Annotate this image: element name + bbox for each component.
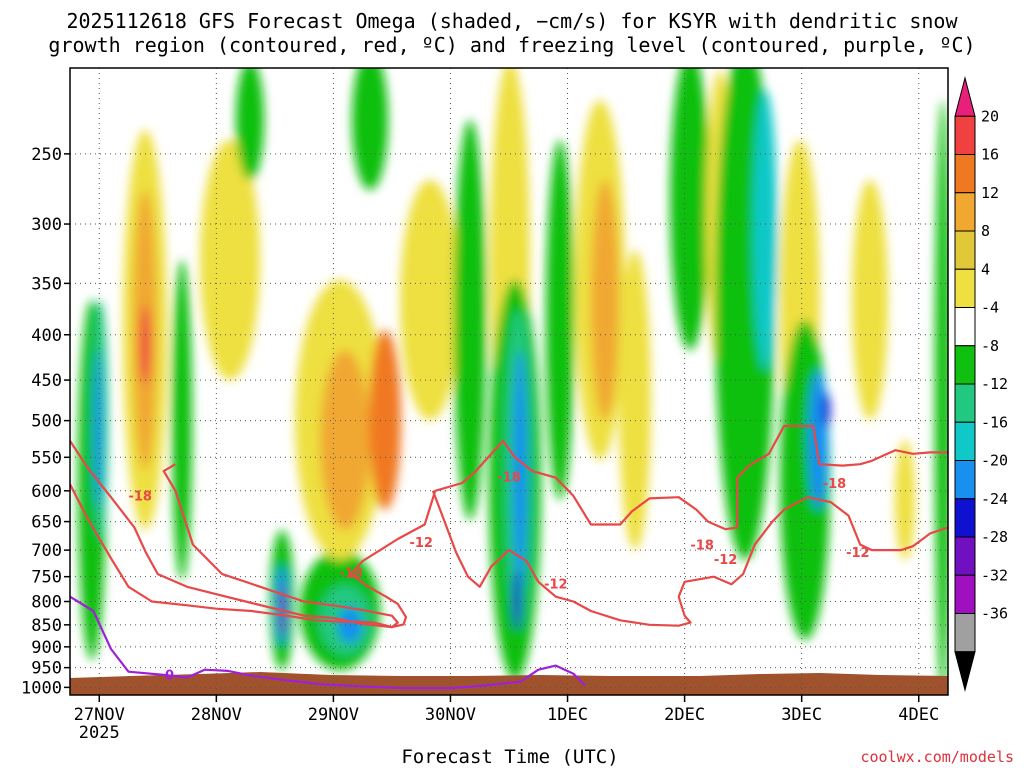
contour-dgz_-12_upper	[70, 424, 948, 629]
colorbar-tick-label: -24	[981, 490, 1008, 508]
colorbar-box	[954, 154, 976, 194]
colorbar-tick-label: -4	[981, 299, 999, 317]
colorbar-tick-label: 16	[981, 146, 999, 164]
colorbar-tick-label: -12	[981, 375, 1008, 393]
contour-label: -12	[846, 546, 870, 561]
colorbar-tick-label: 8	[981, 222, 990, 240]
y-tick-label: 350	[31, 274, 62, 294]
colorbar-box	[954, 115, 976, 155]
y-tick-label: 400	[31, 326, 62, 346]
chart-title-line2: growth region (contoured, red, ºC) and f…	[48, 33, 975, 57]
credit-text: coolwx.com/models	[860, 748, 1014, 766]
x-tick-label: 27NOV	[74, 705, 125, 725]
colorbar-box	[954, 574, 976, 614]
chart-title-line1: 2025112618 GFS Forecast Omega (shaded, −…	[66, 9, 958, 33]
x-tick-label: 30NOV	[425, 705, 476, 725]
x-year-label: 2025	[79, 723, 120, 743]
colorbar-tick-label: 20	[981, 107, 999, 125]
x-tick-label: 28NOV	[191, 705, 242, 725]
y-tick-label: 250	[31, 145, 62, 165]
colorbar-tick-label: 12	[981, 184, 999, 202]
y-axis: 2503003504004505005506006507007508008509…	[21, 145, 70, 698]
contour-dgz_-18_lower	[70, 463, 399, 629]
colorbar-tick-label: -16	[981, 413, 1008, 431]
colorbar-box	[954, 613, 976, 653]
colorbar-box	[954, 536, 976, 576]
y-tick-label: 600	[31, 482, 62, 502]
x-tick-label: 4DEC	[898, 705, 939, 725]
y-tick-label: 300	[31, 215, 62, 235]
colorbar-tick-label: -8	[981, 337, 999, 355]
y-tick-label: 800	[31, 593, 62, 613]
x-tick-label: 3DEC	[781, 705, 822, 725]
y-tick-label: 650	[31, 513, 62, 533]
colorbar-box	[954, 345, 976, 385]
y-tick-label: 850	[31, 616, 62, 636]
contour-label: -18	[339, 567, 363, 582]
contour-label: -18	[497, 470, 521, 485]
contour-label: -12	[714, 553, 738, 568]
y-tick-label: 900	[31, 638, 62, 658]
colorbar-box	[954, 421, 976, 461]
contour-label: -18	[690, 539, 714, 554]
colorbar-box	[954, 268, 976, 308]
plot-frame	[69, 67, 949, 696]
colorbar-box	[954, 192, 976, 232]
colorbar-box	[954, 307, 976, 347]
contour-label: 0	[165, 668, 174, 683]
x-axis-label: Forecast Time (UTC)	[401, 746, 618, 768]
colorbar-tick-label: -36	[981, 605, 1008, 623]
colorbar-bottom-arrow	[954, 651, 976, 692]
x-axis: 27NOV 28NOV 29NOV 30NOV 1DEC 2DEC 3DEC 4DEC	[74, 695, 939, 725]
colorbar-top-arrow	[954, 76, 976, 117]
colorbar-box	[954, 460, 976, 500]
y-tick-label: 1000	[21, 678, 62, 698]
colorbar-tick-label: -28	[981, 528, 1008, 546]
y-tick-label: 500	[31, 412, 62, 432]
y-tick-label: 950	[31, 659, 62, 679]
colorbar-tick-label: -20	[981, 452, 1008, 470]
omega-shading: -18-18-12-18-12-18-12-18-120	[70, 68, 948, 695]
x-tick-label: 29NOV	[308, 705, 359, 725]
colorbar-tick-label: -32	[981, 566, 1008, 584]
contour-label: -12	[409, 536, 433, 551]
colorbar-box	[954, 230, 976, 270]
y-tick-label: 750	[31, 568, 62, 588]
contour-freezing_0C	[70, 595, 586, 690]
colorbar-tick-label: 4	[981, 260, 990, 278]
contour-dgz_mid	[431, 490, 948, 627]
y-tick-label: 450	[31, 371, 62, 391]
contour-label: -18	[823, 477, 847, 492]
contour-label: -12	[544, 577, 568, 592]
y-tick-label: 700	[31, 541, 62, 561]
contour-label-layer: -18-18-12-18-12-18-12-18-120	[128, 470, 870, 683]
contour-label: -18	[128, 489, 152, 504]
colorbar-box	[954, 383, 976, 423]
y-tick-label: 550	[31, 448, 62, 468]
x-tick-label: 1DEC	[547, 705, 588, 725]
colorbar: 20 16 12 8 4 -4 -8 -12 -16 -20 -24 -28 -32 -36	[954, 76, 1008, 692]
contour-layer	[70, 424, 948, 690]
x-tick-label: 2DEC	[664, 705, 705, 725]
colorbar-box	[954, 498, 976, 538]
